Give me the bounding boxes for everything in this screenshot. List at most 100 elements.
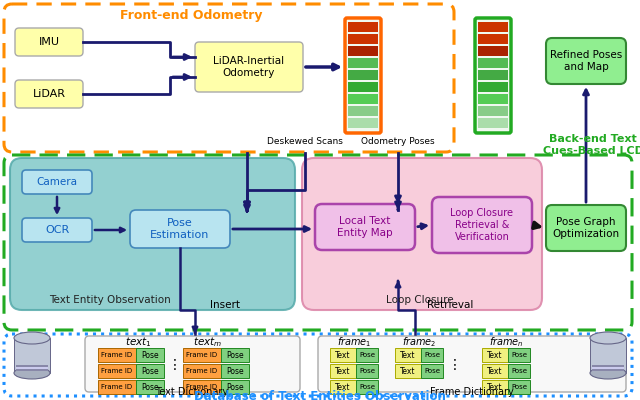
Ellipse shape — [14, 332, 50, 344]
Bar — [395, 348, 421, 362]
Bar — [348, 22, 378, 32]
Ellipse shape — [590, 367, 626, 379]
Bar — [136, 348, 164, 362]
Bar — [183, 364, 221, 378]
Bar — [136, 364, 164, 378]
FancyBboxPatch shape — [195, 42, 303, 92]
Bar — [221, 380, 249, 394]
Bar — [478, 70, 508, 80]
Text: Frame ID: Frame ID — [186, 368, 218, 374]
Bar — [16, 367, 48, 369]
Bar — [478, 106, 508, 116]
Text: Text: Text — [487, 350, 503, 360]
Bar — [395, 364, 421, 378]
Text: Odometry Poses: Odometry Poses — [361, 138, 435, 146]
Bar — [478, 82, 508, 92]
Bar — [330, 364, 356, 378]
Text: Text: Text — [335, 366, 351, 376]
FancyBboxPatch shape — [546, 205, 626, 251]
Bar — [356, 364, 378, 378]
Bar — [478, 22, 508, 32]
Bar — [356, 348, 378, 362]
Text: Retrieval: Retrieval — [427, 300, 473, 310]
Bar — [14, 338, 50, 373]
Text: Back-end Text
Cues-Based LCD: Back-end Text Cues-Based LCD — [543, 134, 640, 156]
Text: Loop Closure
Retrieval &
Verification: Loop Closure Retrieval & Verification — [451, 208, 513, 242]
Text: Pose
Estimation: Pose Estimation — [150, 218, 210, 240]
Text: Local Text
Entity Map: Local Text Entity Map — [337, 216, 393, 238]
Text: $\mathit{text}_{m}$: $\mathit{text}_{m}$ — [193, 335, 223, 349]
Text: Pose: Pose — [226, 366, 244, 376]
FancyBboxPatch shape — [85, 336, 300, 392]
Text: Frame ID: Frame ID — [186, 384, 218, 390]
Text: Refined Poses
and Map: Refined Poses and Map — [550, 50, 622, 72]
Text: IMU: IMU — [38, 37, 60, 47]
FancyBboxPatch shape — [15, 80, 83, 108]
Ellipse shape — [14, 367, 50, 379]
Bar — [478, 46, 508, 56]
Text: LiDAR-Inertial
Odometry: LiDAR-Inertial Odometry — [213, 56, 285, 78]
Text: Loop Closure: Loop Closure — [386, 295, 454, 305]
Text: Pose: Pose — [511, 368, 527, 374]
Text: Text: Text — [487, 366, 503, 376]
FancyBboxPatch shape — [302, 158, 542, 310]
Text: Camera: Camera — [36, 177, 77, 187]
Text: $\mathit{frame}_{2}$: $\mathit{frame}_{2}$ — [402, 335, 436, 349]
Bar — [592, 367, 624, 369]
Bar — [98, 348, 136, 362]
FancyBboxPatch shape — [10, 158, 295, 310]
Bar — [183, 348, 221, 362]
Text: ⋮: ⋮ — [168, 358, 182, 372]
Text: Text Entity Observation: Text Entity Observation — [49, 295, 171, 305]
Text: Frame ID: Frame ID — [101, 384, 132, 390]
Text: Pose: Pose — [359, 368, 375, 374]
Text: Text: Text — [335, 382, 351, 392]
Bar — [421, 364, 443, 378]
Bar — [478, 58, 508, 68]
Bar — [356, 380, 378, 394]
Text: Pose: Pose — [424, 368, 440, 374]
Bar — [508, 348, 530, 362]
Bar — [482, 348, 508, 362]
Bar — [348, 94, 378, 104]
Text: Front-end Odometry: Front-end Odometry — [120, 8, 262, 22]
Bar — [98, 380, 136, 394]
Text: Pose: Pose — [511, 352, 527, 358]
Text: Pose: Pose — [226, 350, 244, 360]
Bar — [330, 380, 356, 394]
Bar — [508, 380, 530, 394]
FancyBboxPatch shape — [432, 197, 532, 253]
Text: $\mathit{text}_{1}$: $\mathit{text}_{1}$ — [125, 335, 151, 349]
Text: Frame ID: Frame ID — [101, 352, 132, 358]
Bar — [136, 380, 164, 394]
Text: Database of Text Entities Observation: Database of Text Entities Observation — [194, 390, 446, 400]
Bar — [16, 365, 48, 371]
Bar — [590, 338, 626, 373]
Bar — [478, 34, 508, 44]
FancyBboxPatch shape — [546, 38, 626, 84]
Text: Pose Graph
Optimization: Pose Graph Optimization — [552, 217, 620, 239]
Text: Pose: Pose — [511, 384, 527, 390]
Bar — [348, 82, 378, 92]
Text: Pose: Pose — [226, 382, 244, 392]
FancyBboxPatch shape — [130, 210, 230, 248]
Text: $\mathit{frame}_{1}$: $\mathit{frame}_{1}$ — [337, 335, 371, 349]
FancyBboxPatch shape — [315, 204, 415, 250]
Bar — [348, 58, 378, 68]
Text: Deskewed Scans: Deskewed Scans — [267, 138, 343, 146]
Bar — [348, 46, 378, 56]
Ellipse shape — [590, 332, 626, 344]
Bar — [183, 380, 221, 394]
Text: Pose: Pose — [141, 366, 159, 376]
Text: Insert: Insert — [210, 300, 240, 310]
Text: Pose: Pose — [141, 382, 159, 392]
Bar — [348, 118, 378, 128]
Text: LiDAR: LiDAR — [33, 89, 65, 99]
Bar — [330, 348, 356, 362]
Bar — [478, 94, 508, 104]
FancyBboxPatch shape — [318, 336, 626, 392]
Bar — [221, 348, 249, 362]
Bar — [221, 364, 249, 378]
Text: Text: Text — [400, 366, 416, 376]
Text: Pose: Pose — [359, 352, 375, 358]
